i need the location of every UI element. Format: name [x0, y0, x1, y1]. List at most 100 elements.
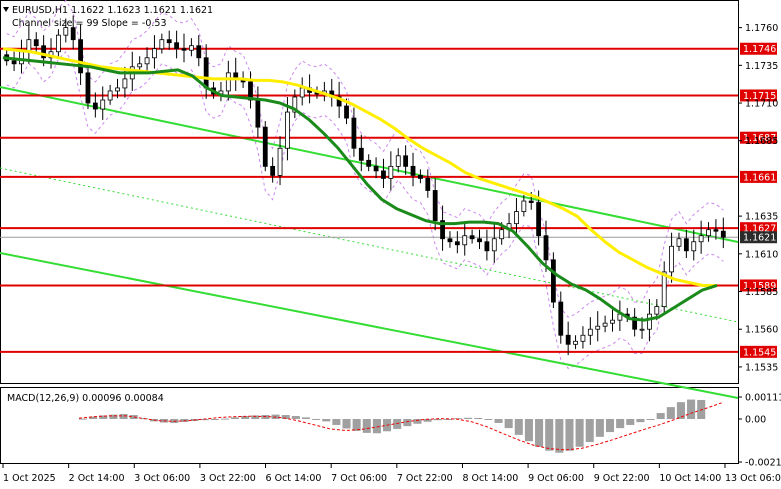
level-tag-label: 1.1687	[743, 133, 776, 144]
candle-body	[344, 105, 349, 119]
macd-bar	[220, 418, 229, 420]
candle-body	[270, 165, 276, 176]
macd-bar	[403, 418, 412, 427]
macd-bar	[393, 418, 402, 429]
candle-body	[277, 147, 283, 176]
macd-bar	[666, 407, 675, 419]
candle-body	[691, 241, 697, 252]
candle-body	[462, 235, 468, 246]
candle-body	[196, 45, 202, 59]
macd-bar	[514, 418, 523, 435]
level-tag	[740, 42, 777, 55]
macd-bar	[535, 418, 544, 447]
candle-body	[669, 245, 674, 273]
macd-bar	[210, 418, 219, 420]
candle-body	[514, 211, 519, 225]
candle-body	[713, 229, 719, 232]
time-tick-label: 1 Oct 2025	[3, 473, 56, 484]
macd-bar	[312, 418, 321, 420]
price-tick-label: 1.1710	[745, 99, 778, 110]
macd-bar	[494, 418, 503, 423]
candle-body	[203, 57, 209, 89]
macd-tick-label: -0.00217	[745, 458, 781, 469]
level-tag-label: 1.1589	[743, 281, 776, 292]
candle-body	[432, 190, 438, 222]
candle-body	[159, 39, 165, 50]
candle-body	[521, 200, 527, 212]
candle-body	[447, 238, 453, 243]
macd-bar	[251, 415, 260, 419]
candle-body	[11, 60, 17, 65]
candle-body	[580, 334, 586, 342]
macd-bar	[585, 418, 594, 442]
candle-body	[381, 170, 386, 179]
macd-bar	[453, 418, 463, 420]
macd-bar	[301, 417, 311, 419]
level-tag	[740, 345, 777, 358]
candle-body	[248, 81, 253, 101]
candle-body	[137, 63, 143, 68]
macd-bar	[676, 402, 685, 419]
candle-body	[181, 48, 187, 51]
price-axis: 1.1760 1.1735 1.1710 1.1685 1.1635 1.1610 1.15…	[738, 23, 778, 373]
macd-bar	[464, 417, 473, 419]
macd-bar	[129, 415, 138, 419]
macd-header: MACD(12,26,9) 0.00096 0.00084	[7, 393, 164, 404]
time-tick-label: 13 Oct 06:00	[725, 473, 781, 484]
macd-bar	[119, 414, 128, 419]
candle-body	[698, 235, 704, 243]
macd-axis: 0.00111 0.00 -0.00217	[738, 393, 781, 469]
envelope-lower	[6, 50, 724, 370]
macd-bar	[372, 418, 381, 434]
candle-body	[499, 229, 505, 240]
candle-body	[225, 72, 231, 92]
level-tag-label: 1.1545	[743, 347, 776, 358]
candle-body	[683, 238, 689, 252]
candle-body	[255, 99, 261, 128]
candle-body	[395, 155, 401, 167]
candle-body	[491, 238, 497, 252]
candle-body	[454, 241, 460, 246]
candle-body	[100, 99, 106, 110]
candle-body	[41, 45, 47, 59]
candle-body	[550, 259, 556, 303]
candle-body	[410, 165, 416, 176]
macd-bar	[524, 418, 533, 442]
macd-bar	[231, 417, 240, 419]
macd-bar	[200, 418, 209, 421]
macd-bar	[656, 413, 665, 419]
candle-body	[661, 271, 667, 307]
macd-bar	[423, 418, 432, 422]
collapse-triangle-icon[interactable]	[3, 7, 9, 12]
price-tick-label: 1.1585	[745, 287, 778, 298]
macd-bar	[443, 418, 452, 420]
macd-bar	[616, 418, 625, 429]
candle-body	[543, 235, 549, 261]
macd-bar	[484, 418, 493, 420]
envelope-upper	[6, 0, 724, 318]
price-tick-label: 1.1560	[745, 325, 778, 336]
price-tick-label: 1.1610	[745, 249, 778, 260]
candle-body	[92, 102, 98, 110]
macd-bar	[605, 418, 615, 433]
candle-body	[115, 87, 120, 92]
channel-middle-line	[0, 167, 739, 323]
level-tag	[740, 170, 777, 183]
candle-body	[19, 51, 24, 65]
macd-bar	[636, 418, 645, 423]
macd-bar	[687, 399, 696, 419]
candle-body	[565, 334, 571, 345]
candle-body	[285, 111, 290, 149]
candle-body	[144, 57, 150, 65]
envelope-lines	[6, 0, 724, 370]
candle-body	[262, 126, 268, 167]
candle-body	[720, 230, 726, 238]
candle-body	[403, 155, 409, 167]
macd-bar	[89, 416, 98, 419]
candle-body	[174, 42, 180, 50]
macd-bar	[555, 418, 564, 453]
time-tick-label: 8 Oct 14:00	[462, 473, 518, 484]
candle-body	[85, 72, 91, 104]
candle-body	[166, 39, 172, 44]
candle-body	[388, 165, 394, 179]
